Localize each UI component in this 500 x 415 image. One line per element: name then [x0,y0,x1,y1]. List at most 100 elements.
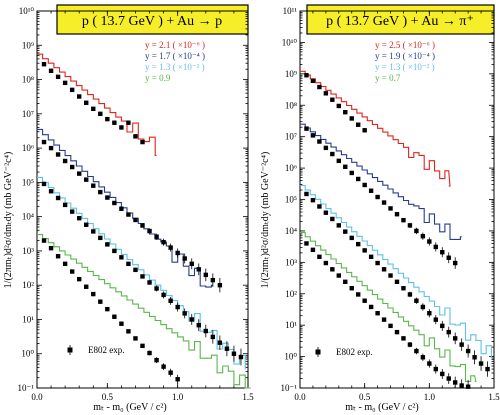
data-point [210,334,216,340]
data-point [414,348,419,354]
data-point [147,350,152,356]
data-point [154,234,159,239]
data-point [196,322,201,328]
data-point [48,68,54,73]
x-tick-label: 1.0 [172,392,184,402]
data-point [388,273,393,278]
y-tick-label: 10⁵ [22,177,34,187]
data-point [349,116,354,121]
data-point [401,217,406,223]
legend-entry: y = 0.7 [375,73,401,83]
data-point [414,228,419,234]
right-panel: p ( 13.7 GeV ) + Au → π⁺ 10⁻¹10⁰10¹10²10… [260,4,500,413]
x-tick-label: 1.0 [424,392,436,402]
data-point [105,116,110,122]
data-point [91,229,96,234]
data-point [41,62,47,67]
data-point [401,286,406,291]
data-point [433,244,438,250]
data-point [368,188,374,193]
data-point [336,273,341,278]
data-point [175,250,180,256]
data-point [112,120,117,125]
data-point [119,206,124,211]
left-panel: p ( 13.7 GeV ) + Au → p 10⁻¹ 10⁰ 10¹ 10² 10³… [3,4,254,413]
data-point [133,267,138,273]
y-tick-label: 10¹ [22,314,34,324]
data-point [168,370,173,375]
data-point [147,228,152,234]
data-point [381,317,387,322]
y-tick-label: 10⁸ [285,100,297,110]
y-tick-label: 10⁴ [285,226,297,236]
data-point [210,277,216,283]
data-point [388,323,393,329]
data-point [362,128,367,133]
data-point [459,383,464,388]
y-tick-label: 10⁰ [21,349,34,359]
data-point [112,248,117,254]
y-tick-label: 10⁷ [22,109,34,119]
data-point [427,239,432,244]
plot-frame [36,10,249,389]
data-point [478,361,484,366]
data-point [343,229,348,234]
data-point [62,158,68,164]
data-point [168,298,173,304]
data-point [446,376,451,381]
data-point [168,245,173,250]
data-point [330,267,335,272]
data-point [224,346,230,351]
left-y-axis-label: 1/(2πmₜ)d²σ/dmₜdy (mb GeV⁻²c⁴) [3,152,14,289]
data-point [69,209,75,214]
y-tick-label: 10¹⁰ [282,37,298,47]
data-point [140,343,145,349]
y-tick-label: 10⁻¹ [281,383,298,393]
data-point [238,354,244,360]
legend-entry: y = 2.1 ( ×10⁻⁶ ) [145,40,205,50]
data-point [427,311,432,316]
data-point [77,276,82,282]
data-point [343,110,348,115]
x-tick-label: 0.0 [31,392,43,402]
data-point [62,202,68,208]
data-point [381,267,387,272]
data-point [77,216,82,221]
data-point [362,182,367,188]
data-point [140,274,145,279]
left-title: p ( 13.7 GeV ) + Au → p [82,14,222,29]
model-line [300,70,451,187]
data-point [105,306,110,312]
data-point [55,195,61,201]
data-point [440,371,445,377]
data-point [119,125,124,130]
data-point [147,280,152,285]
data-point [140,139,145,145]
model-line [37,176,246,370]
model-line [300,184,492,359]
data-point [310,133,316,138]
data-point [453,380,458,385]
legend-entry: y = 1.7 ( ×10⁻⁴ ) [145,51,205,61]
data-point [98,189,103,195]
data-point [133,336,138,341]
right-plot: 10⁻¹ 10⁰ 10¹ 10² 10³ 10⁴ 10⁵ 10⁶ 10⁷ 10⁸ 10⁹ 10¹⁰ 10… [281,6,500,402]
data-point [407,223,413,228]
data-point [394,279,400,285]
data-point [133,217,138,223]
data-point [189,261,194,267]
data-point [375,260,380,266]
data-point [175,377,180,382]
data-point [453,336,458,341]
right-title: p ( 13.7 GeV ) + Au → π⁺ [326,14,474,29]
data-point [323,91,329,96]
y-tick-label: 10² [22,280,34,290]
data-point [394,329,400,335]
data-point [407,342,413,347]
legend-entry: y = 2.5 ( ×10⁻⁶ ) [375,40,435,50]
data-point [375,194,380,200]
legend-entry: y = 0.9 [145,73,171,83]
data-point [84,284,89,289]
data-point [62,80,68,86]
y-tick-label: 10⁶ [285,163,297,173]
